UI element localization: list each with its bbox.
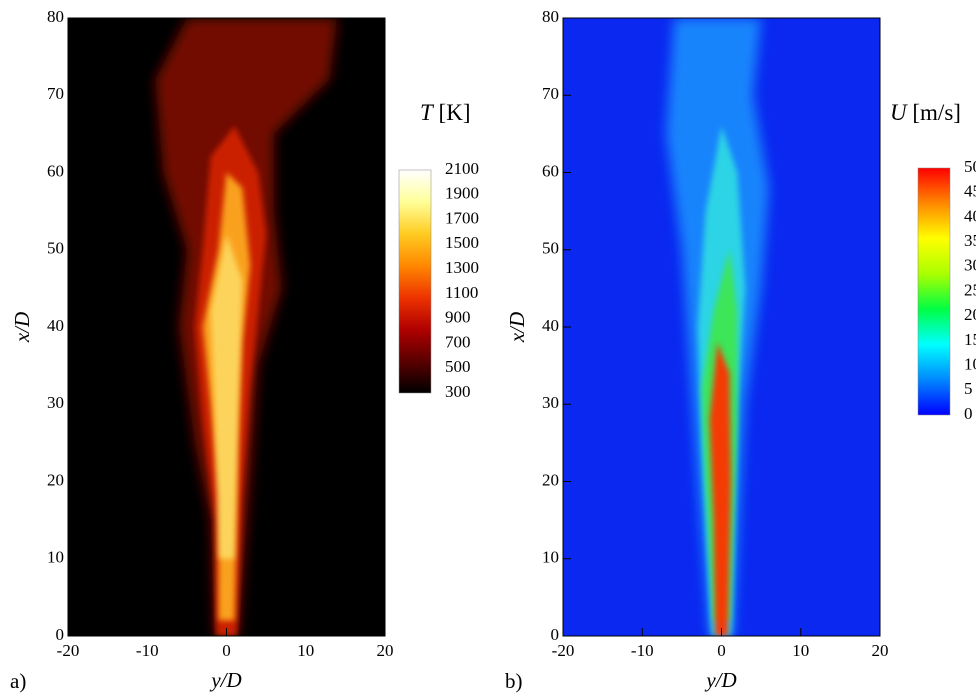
y-axis-label: x/D [505,312,529,343]
x-tick-label: -20 [552,641,575,660]
y-tick-label: 70 [47,84,64,103]
y-tick-label: 50 [47,239,64,258]
colorbar-tick-label: 10 [964,355,976,374]
x-tick-label: 20 [377,641,394,660]
colorbar-tick-label: 45 [964,182,976,201]
colorbar-title: U [m/s] [890,100,961,125]
x-tick-label: 0 [222,641,231,660]
colorbar-tick-label: 40 [964,206,976,225]
y-tick-label: 80 [47,7,64,26]
y-tick-label: 80 [542,7,559,26]
x-axis-label: y/D [209,668,241,692]
colorbar-tick-label: 35 [964,231,976,250]
colorbar-tick-label: 50 [964,157,976,176]
x-tick-label: -10 [136,641,159,660]
y-tick-label: 20 [542,470,559,489]
colorbar-tick-label: 900 [445,308,471,327]
y-tick-label: 10 [47,548,64,567]
plume [709,342,732,636]
colorbar-unit: [K] [439,100,471,125]
colorbar-symbol: U [890,100,908,125]
y-tick-label: 60 [542,161,559,180]
colorbar-tick-label: 0 [964,404,973,423]
x-tick-label: 10 [297,641,314,660]
x-tick-label: 10 [792,641,809,660]
colorbar-tick-label: 300 [445,382,471,401]
colorbar-tick-label: 30 [964,256,976,275]
colorbar-tick-label: 1100 [445,283,478,302]
colorbar-tick-label: 1900 [445,184,479,203]
plume [210,234,243,559]
colorbar-tick-label: 500 [445,357,471,376]
colorbar [398,169,432,394]
colorbar-tick-label: 700 [445,332,471,351]
colorbar-title: T [K] [420,100,470,125]
panel-label: b) [505,669,523,693]
y-tick-label: 20 [47,470,64,489]
colorbar-unit: [m/s] [912,100,961,125]
colorbar-symbol: T [420,100,435,125]
y-tick-label: 40 [47,316,64,335]
y-tick-label: 30 [47,393,64,412]
y-axis-label: x/D [10,312,34,343]
contour-field [563,18,880,636]
colorbar-tick-label: 25 [964,280,976,299]
y-tick-label: 60 [47,161,64,180]
y-tick-label: 30 [542,393,559,412]
colorbar-tick-label: 1700 [445,208,479,227]
x-tick-label: -10 [631,641,654,660]
colorbar-tick-label: 15 [964,330,976,349]
colorbar-tick-label: 2100 [445,159,479,178]
y-tick-label: 10 [542,548,559,567]
panel-label: a) [10,669,26,693]
colorbar-tick-label: 20 [964,305,976,324]
colorbar [917,167,951,416]
colorbar-tick-label: 5 [964,379,973,398]
colorbar-tick-label: 1300 [445,258,479,277]
contour-field [68,18,385,636]
colorbar-tick-label: 1500 [445,233,479,252]
y-tick-label: 40 [542,316,559,335]
y-tick-label: 0 [56,625,65,644]
x-tick-label: -20 [57,641,80,660]
x-tick-label: 0 [717,641,726,660]
y-tick-label: 0 [551,625,560,644]
y-tick-label: 50 [542,239,559,258]
x-axis-label: y/D [704,668,736,692]
y-tick-label: 70 [542,84,559,103]
x-tick-label: 20 [872,641,889,660]
